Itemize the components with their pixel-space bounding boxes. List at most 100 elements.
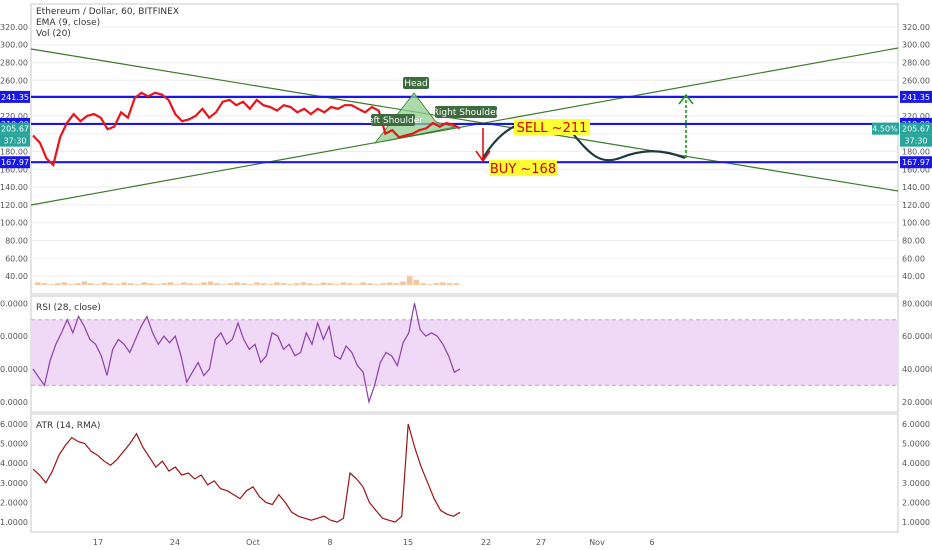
volume-bar <box>181 282 187 285</box>
sell-label-box <box>514 119 590 135</box>
price-tick-left: 140.00 <box>0 183 28 192</box>
price-badge-right-text: 205.67 <box>902 125 930 134</box>
sell-arrow-head <box>678 93 694 105</box>
price-badge-right-text: 167.97 <box>902 158 930 167</box>
volume-bars <box>35 276 459 285</box>
volume-bar <box>147 283 154 285</box>
price-badge-right <box>900 134 932 147</box>
volume-bar <box>161 283 167 285</box>
volume-bar <box>413 279 420 285</box>
trendline-up <box>30 47 899 206</box>
atr-tick-left: 5.0000 <box>0 440 28 449</box>
price-badge-right-text: 37:30 <box>904 137 927 146</box>
volume-bar <box>320 282 327 285</box>
volume-bar <box>426 284 433 285</box>
volume-bar <box>154 284 161 285</box>
volume-bar <box>220 284 227 285</box>
volume-bar <box>247 284 254 285</box>
volume-bar <box>260 283 267 285</box>
sell-arrow <box>678 93 694 158</box>
volume-bar <box>94 284 101 285</box>
x-tick-label: Nov <box>589 538 605 547</box>
volume-bar <box>240 283 247 285</box>
volume-bar <box>254 282 260 285</box>
right-shoulder-text: Right Shoulder <box>433 108 500 118</box>
volume-bar <box>127 283 134 285</box>
volume-bar <box>373 284 380 285</box>
x-axis: 17 24 Oct 8 15 22 27 Nov 6 <box>93 538 655 547</box>
atr-tick-left: 2.0000 <box>0 498 28 507</box>
price-badge-left <box>0 122 30 135</box>
rsi-pane[interactable]: 80.0000 80.0000 60.0000 60.0000 40.0000 40.00… <box>0 295 932 413</box>
volume-bar <box>101 282 108 285</box>
volume-bar <box>207 281 214 285</box>
price-tick-left: 320.00 <box>0 23 28 32</box>
volume-bar <box>433 283 440 285</box>
price-tick-right: 100.00 <box>902 219 930 228</box>
x-tick-label: 22 <box>481 538 491 547</box>
pct-badge <box>872 122 899 135</box>
x-tick-label: 24 <box>170 538 180 547</box>
rsi-tick-right: 40.0000 <box>902 365 932 374</box>
left-shoulder-box <box>371 114 415 126</box>
atr-line <box>32 423 461 523</box>
price-pane[interactable]: 320.00 320.00 300.00 300.00 280.00 280.00 260.… <box>0 3 932 295</box>
price-tick-right: 180.00 <box>902 148 930 157</box>
atr-label: ATR (14, RMA) <box>36 421 100 431</box>
volume-bar <box>400 281 406 285</box>
volume-bar <box>234 282 240 285</box>
right-shoulder-box <box>435 106 497 118</box>
price-badge-right <box>900 156 932 169</box>
head-label[interactable]: Head <box>403 77 429 89</box>
head-label-text: Head <box>404 79 428 89</box>
volume-bar <box>74 283 81 285</box>
atr-pane[interactable]: 6.0000 6.0000 5.0000 5.0000 4.0000 4.0000 3.00… <box>0 413 930 533</box>
rsi-tick-right: 80.0000 <box>902 299 932 308</box>
volume-bar <box>347 283 353 285</box>
buy-arrow-head <box>475 150 491 163</box>
price-tick-left: 300.00 <box>0 41 28 50</box>
symbol-title: Ethereum / Dollar, 60, BITFINEX <box>36 7 179 17</box>
volume-bar <box>41 283 48 285</box>
volume-bar <box>35 282 41 285</box>
price-badge-right <box>900 90 932 103</box>
price-tick-left: 160.00 <box>0 165 28 174</box>
atr-tick-left: 6.0000 <box>0 420 28 429</box>
sell-label[interactable]: SELL ~211 <box>514 119 590 136</box>
trendline-down <box>30 48 899 192</box>
price-tick-left: 60.00 <box>5 254 28 263</box>
vol-label: Vol (20) <box>36 29 71 39</box>
x-tick-label: Oct <box>246 538 260 547</box>
volume-bar <box>48 284 54 285</box>
atr-tick-right: 3.0000 <box>902 479 930 488</box>
volume-bar <box>274 282 280 285</box>
volume-bar <box>446 283 453 285</box>
atr-tick-right: 1.0000 <box>902 518 930 527</box>
volume-bar <box>68 284 74 285</box>
price-tick-left: 40.00 <box>5 272 28 281</box>
right-shoulder-label[interactable]: Right Shoulder <box>433 106 500 118</box>
price-tick-right: 80.00 <box>902 237 925 246</box>
price-tick-right: 300.00 <box>902 41 930 50</box>
rsi-tick-left: 40.0000 <box>0 365 28 374</box>
x-tick-label: 15 <box>403 538 413 547</box>
rsi-label: RSI (28, close) <box>36 303 101 313</box>
buy-label[interactable]: BUY ~168 <box>489 160 557 177</box>
price-tick-right: 320.00 <box>902 23 930 32</box>
rsi-tick-right: 20.0000 <box>902 398 932 407</box>
price-badge-left <box>0 134 30 147</box>
atr-tick-left: 1.0000 <box>0 518 28 527</box>
volume-bar <box>300 282 307 285</box>
left-shoulder-label[interactable]: Left Shoulder <box>363 114 423 126</box>
volume-bar <box>307 283 313 285</box>
volume-bar <box>367 283 373 285</box>
volume-bar <box>386 282 393 285</box>
volume-bar <box>54 283 61 285</box>
price-badge-left-text: 37:30 <box>3 137 26 146</box>
buy-arrow <box>475 128 491 163</box>
buy-label-box <box>489 160 557 176</box>
price-badge-left <box>0 156 30 169</box>
atr-tick-right: 4.0000 <box>902 459 930 468</box>
price-tick-left: 260.00 <box>0 76 28 85</box>
